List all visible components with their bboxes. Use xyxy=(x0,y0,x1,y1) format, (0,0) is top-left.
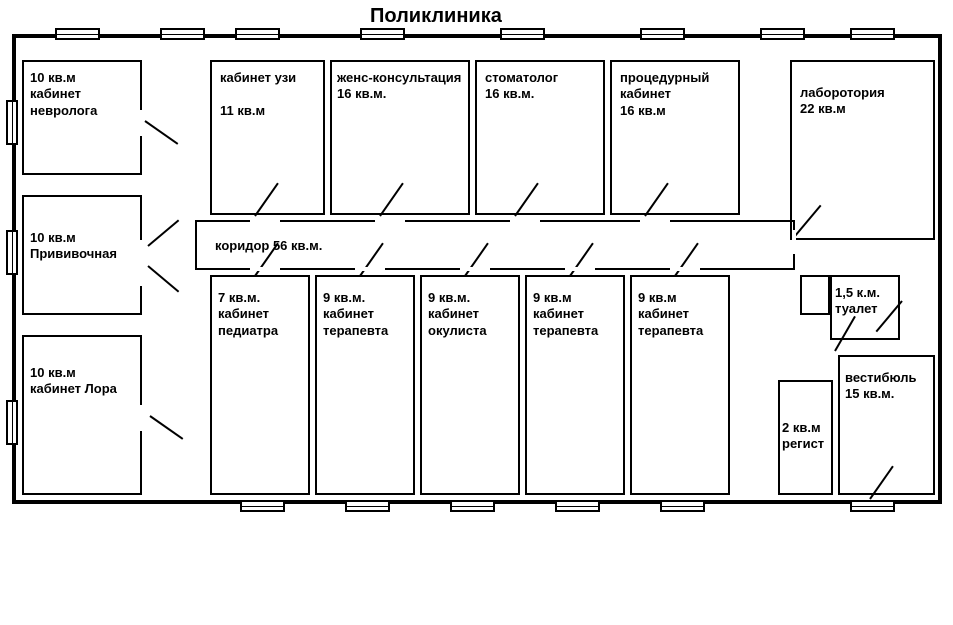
window xyxy=(850,500,895,512)
room-label-terap1: 9 кв.м. кабинет терапевта xyxy=(323,290,388,339)
wall-gap xyxy=(250,219,280,223)
room-label-uzi: кабинет узи 11 кв.м xyxy=(220,70,296,119)
window xyxy=(360,28,405,40)
wall-gap xyxy=(140,260,144,286)
window xyxy=(240,500,285,512)
window xyxy=(235,28,280,40)
wall-gap xyxy=(640,219,670,223)
plan-title: Поликлиника xyxy=(370,5,502,28)
wall-gap xyxy=(460,267,490,271)
room-label-terap3: 9 кв.м кабинет терапевта xyxy=(638,290,703,339)
room-lora xyxy=(22,335,142,495)
room-label-terap2: 9 кв.м кабинет терапевта xyxy=(533,290,598,339)
room-label-zhens: женс-консультация 16 кв.м. xyxy=(337,70,461,103)
small-box xyxy=(800,275,830,315)
wall-gap xyxy=(565,267,595,271)
window xyxy=(640,28,685,40)
room-label-stomat: стоматолог 16 кв.м. xyxy=(485,70,558,103)
room-label-regist: 2 кв.м регист xyxy=(782,420,824,453)
room-label-vestib: вестибюль 15 кв.м. xyxy=(845,370,917,403)
wall-gap xyxy=(140,405,144,431)
wall-gap xyxy=(355,267,385,271)
window xyxy=(500,28,545,40)
room-label-lora: 10 кв.м кабинет Лора xyxy=(30,365,117,398)
window xyxy=(760,28,805,40)
wall-gap xyxy=(670,267,700,271)
wall-gap xyxy=(510,219,540,223)
window xyxy=(555,500,600,512)
window xyxy=(345,500,390,512)
wall-gap xyxy=(140,110,144,136)
room-label-pediatr: 7 кв.м. кабинет педиатра xyxy=(218,290,278,339)
floorplan-canvas: Поликлиника коридор 56 кв.м. 10 кв.м каб… xyxy=(0,0,953,625)
window xyxy=(450,500,495,512)
room-label-privivoch: 10 кв.м Прививочная xyxy=(30,230,117,263)
window xyxy=(160,28,205,40)
corridor-label: коридор 56 кв.м. xyxy=(215,238,322,254)
wall-gap xyxy=(250,267,280,271)
wall-gap xyxy=(375,219,405,223)
window xyxy=(55,28,100,40)
room-label-toilet: 1,5 к.м. туалет xyxy=(835,285,880,318)
room-label-okulist: 9 кв.м. кабинет окулиста xyxy=(428,290,487,339)
room-label-proced: процедурный кабинет 16 кв.м xyxy=(620,70,709,119)
room-label-nevrolog: 10 кв.м кабинет невролога xyxy=(30,70,97,119)
window xyxy=(660,500,705,512)
window xyxy=(850,28,895,40)
window xyxy=(6,230,18,275)
window xyxy=(6,100,18,145)
window xyxy=(6,400,18,445)
wall-gap xyxy=(792,230,796,254)
room-label-lab: лаборотория 22 кв.м xyxy=(800,85,885,118)
